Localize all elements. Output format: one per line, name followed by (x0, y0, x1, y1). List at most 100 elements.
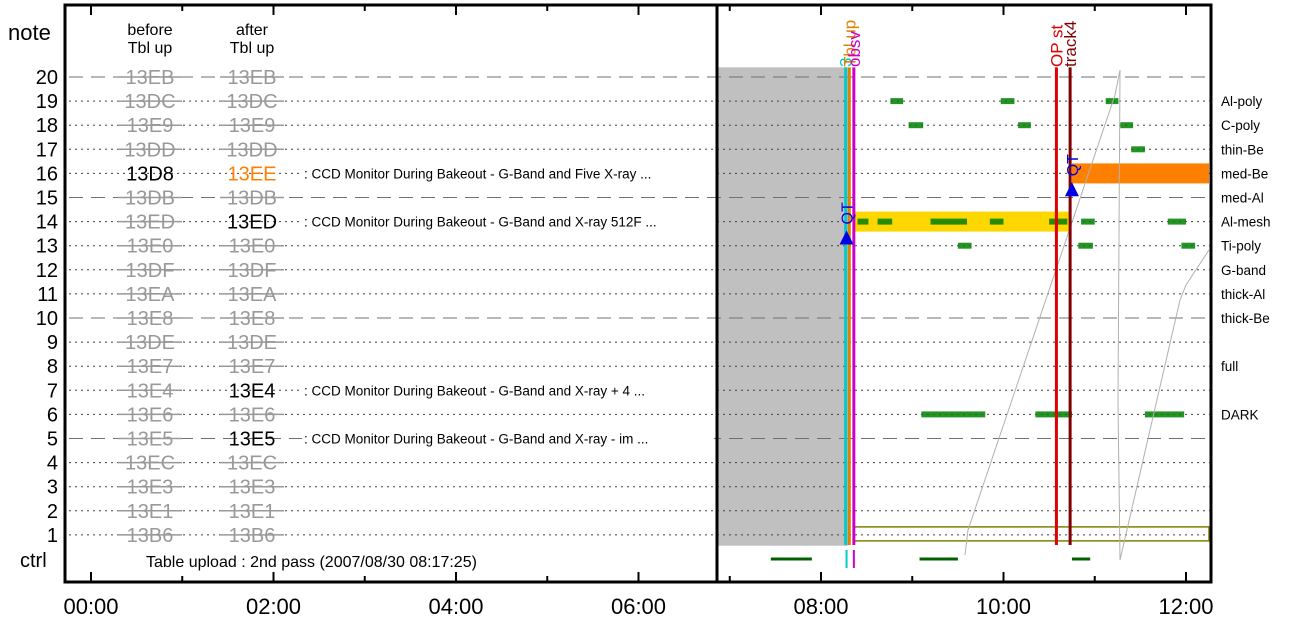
event-label-2: obsv (845, 31, 864, 67)
filter-label-bg-2 (1217, 140, 1285, 159)
data-mark-17 (921, 411, 986, 418)
row-number-15: 15 (36, 188, 58, 210)
filter-label-6: Ti-poly (1221, 239, 1261, 254)
filter-label-3: med-Be (1221, 166, 1268, 181)
filter-label-bg-8 (1217, 284, 1285, 303)
data-mark-10 (989, 218, 1004, 225)
filter-label-11: DARK (1221, 407, 1259, 422)
filter-label-bg-0 (1217, 92, 1285, 111)
row-desc-5: : CCD Monitor During Bakeout - G-Band an… (304, 432, 648, 447)
row-number-20: 20 (36, 67, 58, 89)
row-after-code-17: 13DD (226, 139, 277, 161)
row-number-19: 19 (36, 91, 58, 113)
row-before-code-10: 13E8 (127, 308, 174, 330)
filter-label-1: C-poly (1221, 118, 1260, 133)
qt-marker-1 (1064, 182, 1079, 197)
data-mark-12 (1081, 218, 1095, 225)
row-before-code-9: 13DE (125, 332, 175, 354)
row-after-code-2: 13E1 (229, 501, 276, 523)
data-mark-11 (1049, 218, 1068, 225)
filter-label-bg-3 (1217, 164, 1285, 183)
observation-window (848, 67, 1072, 546)
filter-label-bg-11 (1217, 405, 1285, 424)
plot-frame (63, 3, 1213, 584)
data-mark-18 (1035, 411, 1072, 418)
row-desc-bg-16 (302, 164, 714, 183)
row-after-code-8: 13E7 (229, 356, 276, 378)
row-before-code-19: 13DC (124, 91, 175, 113)
row-number-5: 5 (47, 429, 58, 451)
row-number-9: 9 (47, 332, 58, 354)
row-number-1: 1 (47, 525, 58, 547)
data-mark-3 (908, 122, 924, 129)
background-layer (717, 67, 1072, 546)
row-after-code-14: 13ED (227, 212, 277, 234)
data-mark-2 (1105, 98, 1119, 105)
row-after-code-9: 13DE (227, 332, 277, 354)
filter-label-bg-9 (1217, 309, 1285, 327)
data-mark-5 (1120, 122, 1134, 129)
col-before-header-1: before (127, 22, 172, 39)
row-before-code-11: 13EA (126, 284, 176, 306)
row-after-code-4: 13EC (227, 453, 277, 475)
event-label-3: OP st (1047, 25, 1066, 67)
row-before-code-17: 13DD (124, 139, 175, 161)
qt-marker-0 (839, 230, 854, 245)
row-number-12: 12 (36, 260, 58, 282)
qt-label-1: QT (1065, 154, 1082, 176)
x-tick-label-4: 08:00 (793, 594, 848, 619)
row-number-7: 7 (47, 380, 58, 402)
row-before-code-13: 13E0 (127, 236, 174, 258)
x-tick-label-1: 02:00 (246, 594, 301, 619)
filter-label-bg-10 (1217, 357, 1285, 376)
row-before-code-2: 13E1 (127, 501, 174, 523)
data-mark-1 (1000, 98, 1015, 105)
filter-label-bg-7 (1217, 260, 1285, 279)
row-before-code-15: 13DB (125, 188, 175, 210)
row-number-3: 3 (47, 477, 58, 499)
row-before-code-20: 13EB (126, 67, 175, 89)
data-mark-19 (1144, 411, 1185, 418)
row-before-code-6: 13E6 (127, 404, 174, 426)
row-before-code-8: 13E7 (127, 356, 174, 378)
row-number-16: 16 (36, 163, 58, 185)
data-mark-13 (1167, 218, 1186, 225)
row-desc-16: : CCD Monitor During Bakeout - G-Band an… (304, 166, 651, 181)
row-number-18: 18 (36, 115, 58, 137)
row-number-11: 11 (37, 284, 58, 306)
row-after-code-5: 13E5 (229, 429, 276, 451)
filter-label-10: full (1221, 359, 1238, 374)
row-after-code-7: 13E4 (229, 380, 276, 402)
row-before-code-7: 13E4 (127, 380, 174, 402)
row-after-code-1: 13B6 (229, 525, 276, 547)
row-number-2: 2 (47, 501, 58, 523)
x-tick-label-5: 10:00 (976, 594, 1031, 619)
row-desc-14: : CCD Monitor During Bakeout - G-Band an… (304, 215, 657, 230)
row-number-4: 4 (47, 453, 58, 475)
row-desc-7: : CCD Monitor During Bakeout - G-Band an… (304, 383, 645, 398)
data-mark-7 (857, 218, 869, 225)
data-mark-0 (890, 98, 904, 105)
row-number-14: 14 (36, 212, 58, 234)
filter-label-8: thick-Al (1221, 287, 1265, 302)
x-tick-label-6: 12:00 (1158, 594, 1213, 619)
row-number-13: 13 (36, 236, 58, 258)
row-before-code-3: 13E3 (127, 477, 174, 499)
row-before-code-5: 13E5 (127, 429, 174, 451)
ctrl-label: ctrl (20, 550, 47, 572)
temperature-trace (964, 69, 1210, 561)
row-after-code-15: 13DB (227, 188, 277, 210)
col-after-header-2: Tbl up (230, 40, 275, 57)
x-tick-label-2: 04:00 (428, 594, 483, 619)
row-before-code-12: 13DF (126, 260, 175, 282)
row-number-8: 8 (47, 356, 58, 378)
row-desc-bg-14 (302, 212, 714, 231)
exposure-bar-1 (1071, 163, 1209, 184)
marks-layer (770, 67, 1210, 568)
footer-text: Table upload : 2nd pass (2007/08/30 08:1… (146, 554, 477, 571)
row-after-code-11: 13EA (228, 284, 278, 306)
observation-shade (717, 67, 849, 546)
col-after-header-1: after (236, 22, 269, 39)
data-mark-16 (1181, 242, 1196, 249)
